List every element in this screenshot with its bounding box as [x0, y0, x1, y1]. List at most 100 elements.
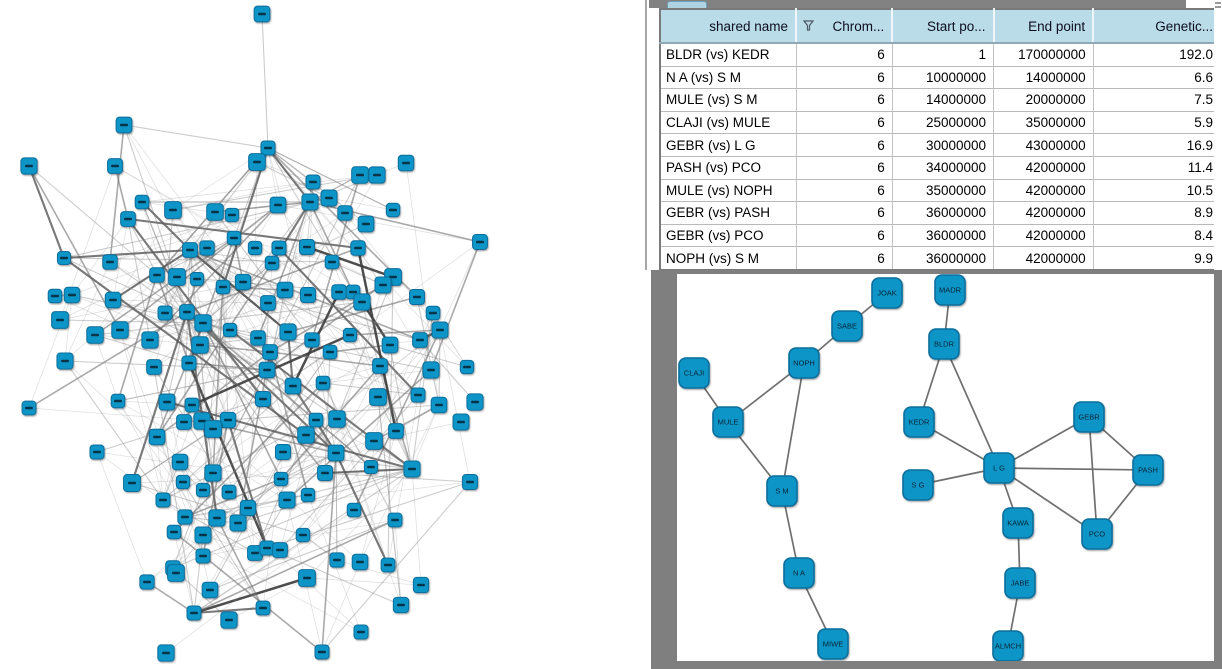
network-edge[interactable]: [109, 124, 125, 263]
table-cell[interactable]: 6: [795, 246, 893, 270]
network-edge[interactable]: [321, 452, 337, 653]
network-node-joak[interactable]: JOAK: [871, 277, 903, 309]
table-tab[interactable]: [667, 1, 707, 9]
network-edge[interactable]: [176, 276, 354, 293]
table-cell[interactable]: 42000000: [993, 201, 1094, 225]
table-cell[interactable]: 6.6: [1092, 65, 1221, 89]
table-cell[interactable]: 20000000: [993, 88, 1094, 112]
table-cell[interactable]: 36000000: [891, 246, 994, 270]
network-edge[interactable]: [254, 161, 258, 249]
network-edge[interactable]: [176, 276, 268, 371]
network-edge[interactable]: [439, 241, 481, 331]
network-edge[interactable]: [335, 365, 381, 454]
network-edge[interactable]: [202, 322, 419, 396]
network-edge[interactable]: [127, 218, 151, 341]
network-edge[interactable]: [306, 245, 394, 279]
small-network-canvas[interactable]: JOAK SABE NOPH CLAJI MULE S M N A MIWE MADR BLDR K…: [677, 274, 1214, 662]
network-edge[interactable]: [193, 534, 204, 614]
network-edge[interactable]: [149, 294, 309, 341]
network-edge[interactable]: [267, 147, 394, 211]
network-edge[interactable]: [336, 276, 394, 420]
network-edge[interactable]: [119, 329, 164, 501]
network-edge[interactable]: [176, 276, 363, 303]
table-cell[interactable]: 6: [795, 223, 893, 247]
table-cell[interactable]: 42000000: [993, 178, 1094, 202]
network-edge[interactable]: [430, 241, 481, 371]
network-edge[interactable]: [187, 362, 269, 549]
table-row[interactable]: CLAJI (vs) MULE 6 25000000 35000000 5.9: [660, 110, 1221, 134]
table-cell[interactable]: PASH (vs) PCO: [660, 155, 797, 180]
network-node-noph[interactable]: NOPH: [788, 347, 820, 379]
network-edge[interactable]: [267, 147, 394, 211]
table-cell[interactable]: 6: [795, 110, 893, 134]
network-edge[interactable]: [309, 201, 354, 293]
network-edge[interactable]: [156, 274, 284, 453]
network-edge[interactable]: [209, 519, 396, 591]
table-row[interactable]: N A (vs) S M 6 10000000 14000000 6.6: [660, 65, 1221, 89]
network-edge[interactable]: [153, 262, 273, 368]
network-edge[interactable]: [166, 311, 188, 403]
network-edge[interactable]: [998, 467, 1149, 471]
table-cell[interactable]: 8.9: [1092, 201, 1221, 225]
network-node-pash[interactable]: PASH: [1132, 454, 1164, 486]
network-node-s-m[interactable]: S M: [766, 475, 798, 507]
table-row[interactable]: BLDR (vs) KEDR 6 1 170000000 192.0: [660, 42, 1221, 67]
network-edge[interactable]: [329, 339, 421, 353]
network-edge[interactable]: [324, 430, 397, 474]
network-edge[interactable]: [202, 534, 256, 554]
network-edge[interactable]: [184, 481, 471, 518]
network-edge[interactable]: [266, 369, 309, 496]
table-row[interactable]: GEBR (vs) PCO 6 36000000 42000000 8.4: [660, 223, 1221, 247]
network-edge[interactable]: [306, 181, 314, 248]
network-edge[interactable]: [172, 174, 378, 211]
network-edge[interactable]: [222, 286, 421, 341]
network-edge[interactable]: [202, 322, 264, 400]
network-edge[interactable]: [328, 197, 394, 211]
column-header-genetic---[interactable]: Genetic...: [1092, 9, 1221, 44]
network-edge[interactable]: [209, 382, 324, 591]
table-cell[interactable]: MULE (vs) S M: [660, 88, 797, 112]
network-edge[interactable]: [359, 404, 440, 563]
network-edge[interactable]: [373, 404, 440, 442]
network-edge[interactable]: [287, 331, 324, 384]
network-edge[interactable]: [261, 13, 269, 149]
network-edge[interactable]: [324, 351, 331, 474]
network-edge[interactable]: [127, 218, 158, 276]
network-edge[interactable]: [165, 509, 355, 654]
network-edge[interactable]: [189, 249, 231, 331]
network-edge[interactable]: [189, 249, 381, 367]
network-edge[interactable]: [172, 489, 204, 569]
network-edge[interactable]: [416, 296, 440, 406]
network-edge[interactable]: [287, 296, 418, 333]
network-edge[interactable]: [119, 204, 279, 331]
table-cell[interactable]: 30000000: [891, 133, 994, 157]
network-edge[interactable]: [321, 561, 361, 653]
network-edge[interactable]: [781, 362, 805, 492]
table-cell[interactable]: 6: [795, 178, 893, 202]
network-edge[interactable]: [182, 344, 391, 483]
table-cell[interactable]: 11.4: [1092, 155, 1221, 180]
network-edge[interactable]: [306, 468, 413, 579]
network-edge[interactable]: [199, 337, 259, 346]
network-edge[interactable]: [284, 289, 419, 396]
network-edge[interactable]: [193, 576, 308, 615]
network-edge[interactable]: [212, 419, 229, 474]
network-edge[interactable]: [193, 606, 264, 615]
network-edge[interactable]: [336, 559, 422, 586]
table-cell[interactable]: 6: [795, 65, 893, 89]
network-edge[interactable]: [186, 311, 372, 468]
network-edge[interactable]: [189, 249, 269, 304]
table-row[interactable]: MULE (vs) S M 6 14000000 20000000 7.5: [660, 88, 1221, 112]
table-cell[interactable]: GEBR (vs) PASH: [660, 201, 797, 225]
table-row[interactable]: MULE (vs) NOPH 6 35000000 42000000 10.5: [660, 178, 1221, 202]
network-edge[interactable]: [267, 147, 384, 286]
table-cell[interactable]: 8.4: [1092, 223, 1221, 247]
network-edge[interactable]: [71, 249, 191, 296]
network-edge[interactable]: [267, 147, 354, 293]
network-edge[interactable]: [377, 396, 402, 606]
table-cell[interactable]: 35000000: [891, 178, 994, 202]
table-cell[interactable]: NOPH (vs) S M: [660, 246, 797, 270]
network-edge[interactable]: [322, 382, 396, 521]
table-cell[interactable]: GEBR (vs) L G: [660, 133, 797, 157]
network-edge[interactable]: [123, 124, 244, 283]
